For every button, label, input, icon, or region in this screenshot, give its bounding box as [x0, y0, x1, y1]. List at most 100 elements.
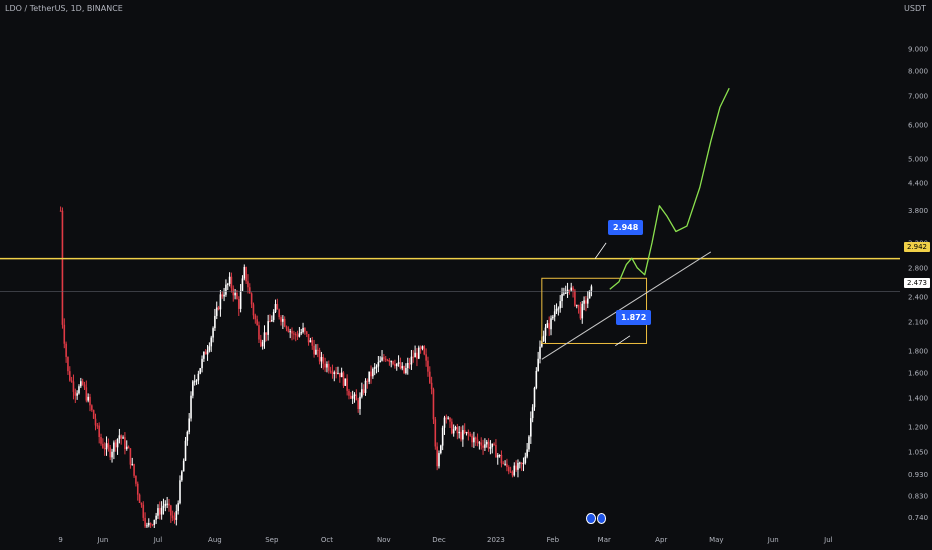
candle-body [272, 311, 275, 320]
candle-body [482, 445, 484, 448]
candle-body [138, 494, 141, 503]
candle-body [484, 444, 486, 448]
candle-body [350, 395, 352, 399]
candle-body [441, 427, 444, 446]
candle-body [544, 327, 547, 336]
price-tick-label: 1.200 [908, 423, 928, 431]
candle-body [491, 443, 494, 448]
candle-body [528, 436, 530, 450]
candle-body [215, 307, 218, 316]
candle-body [68, 371, 71, 381]
candle-body [368, 371, 370, 382]
candle-body [546, 323, 549, 328]
candle-body [507, 467, 510, 472]
candle-body [212, 328, 214, 338]
candle-body [91, 405, 93, 411]
candle-body [563, 293, 565, 295]
candle-body [428, 371, 431, 383]
candle-body [373, 367, 376, 369]
candle-body [199, 368, 202, 374]
candle-body [291, 331, 293, 334]
candle-body [177, 503, 179, 512]
time-tick-label: Mar [598, 536, 611, 544]
candle-body [337, 372, 339, 374]
candle-body [416, 352, 418, 359]
candle-body [417, 347, 420, 359]
candle-body [158, 508, 161, 515]
time-tick-label: Aug [208, 536, 222, 544]
candle-body [98, 425, 100, 437]
candle-body [116, 438, 119, 448]
candle-body [85, 387, 88, 401]
candle-body [206, 350, 209, 355]
candle-body [131, 464, 134, 466]
candle-body [542, 335, 545, 342]
candle-body [575, 304, 578, 306]
candle-body [513, 465, 516, 476]
candle-body [570, 287, 573, 291]
candle-body [377, 362, 380, 367]
candle-body [283, 318, 286, 327]
candle-body [127, 446, 130, 449]
candle-body [498, 455, 501, 457]
candle-body [228, 276, 231, 284]
candle-body [421, 346, 424, 349]
time-tick-label: Feb [547, 536, 560, 544]
candle-body [342, 372, 345, 386]
candle-body [364, 380, 367, 393]
candle-body [122, 437, 124, 439]
candle-body [557, 308, 560, 310]
candle-body [142, 504, 145, 518]
candle-body [193, 381, 196, 383]
candle-body [471, 435, 473, 443]
candle-body [63, 324, 66, 344]
candle-body [166, 503, 168, 505]
candle-body [190, 395, 192, 419]
candle-body [381, 357, 383, 361]
candle-body [113, 442, 115, 452]
currency-label: USDT [904, 4, 926, 13]
candle-body [94, 418, 97, 426]
candle-body [245, 267, 247, 282]
candle-body [329, 370, 332, 372]
time-axis[interactable]: 9 Jun Jul Aug Sep Oct Nov Dec 2023 Feb Mar Apr May Ju… [58, 536, 832, 544]
candle-body [335, 372, 337, 374]
candle-body [443, 417, 446, 428]
candle-body [181, 471, 183, 481]
candle-body [87, 396, 89, 401]
candle-body [318, 350, 321, 362]
candle-body [203, 351, 205, 359]
candle-body [552, 316, 554, 319]
price-tick-label: 2.400 [908, 293, 928, 301]
upper-target-badge: 2.948 [608, 220, 644, 235]
candle-body [425, 354, 427, 361]
candle-body [504, 463, 506, 465]
candle-body [379, 360, 382, 363]
candle-body [405, 368, 407, 374]
candle-body [454, 427, 457, 430]
candle-body [460, 431, 462, 440]
candle-body [173, 518, 176, 520]
candle-body [394, 364, 396, 367]
candle-body [423, 346, 426, 355]
candle-body [401, 366, 404, 369]
candle-body [76, 393, 78, 396]
candle-body [456, 427, 459, 434]
candle-body [100, 436, 102, 444]
candle-body [89, 396, 91, 406]
candle-body [539, 346, 541, 359]
time-tick-label: 2023 [487, 536, 505, 544]
lower-badge-pointer [615, 335, 631, 347]
candle-body [135, 475, 137, 484]
candle-body [136, 483, 139, 495]
candle-body [390, 361, 393, 363]
candle-body [550, 318, 552, 330]
candle-body [474, 437, 477, 440]
time-tick-label: Jul [153, 536, 163, 544]
candle-body [397, 362, 400, 364]
candle-body [151, 524, 154, 526]
candle-body [307, 334, 310, 343]
candle-body [502, 463, 505, 465]
events-icon[interactable] [586, 513, 606, 527]
